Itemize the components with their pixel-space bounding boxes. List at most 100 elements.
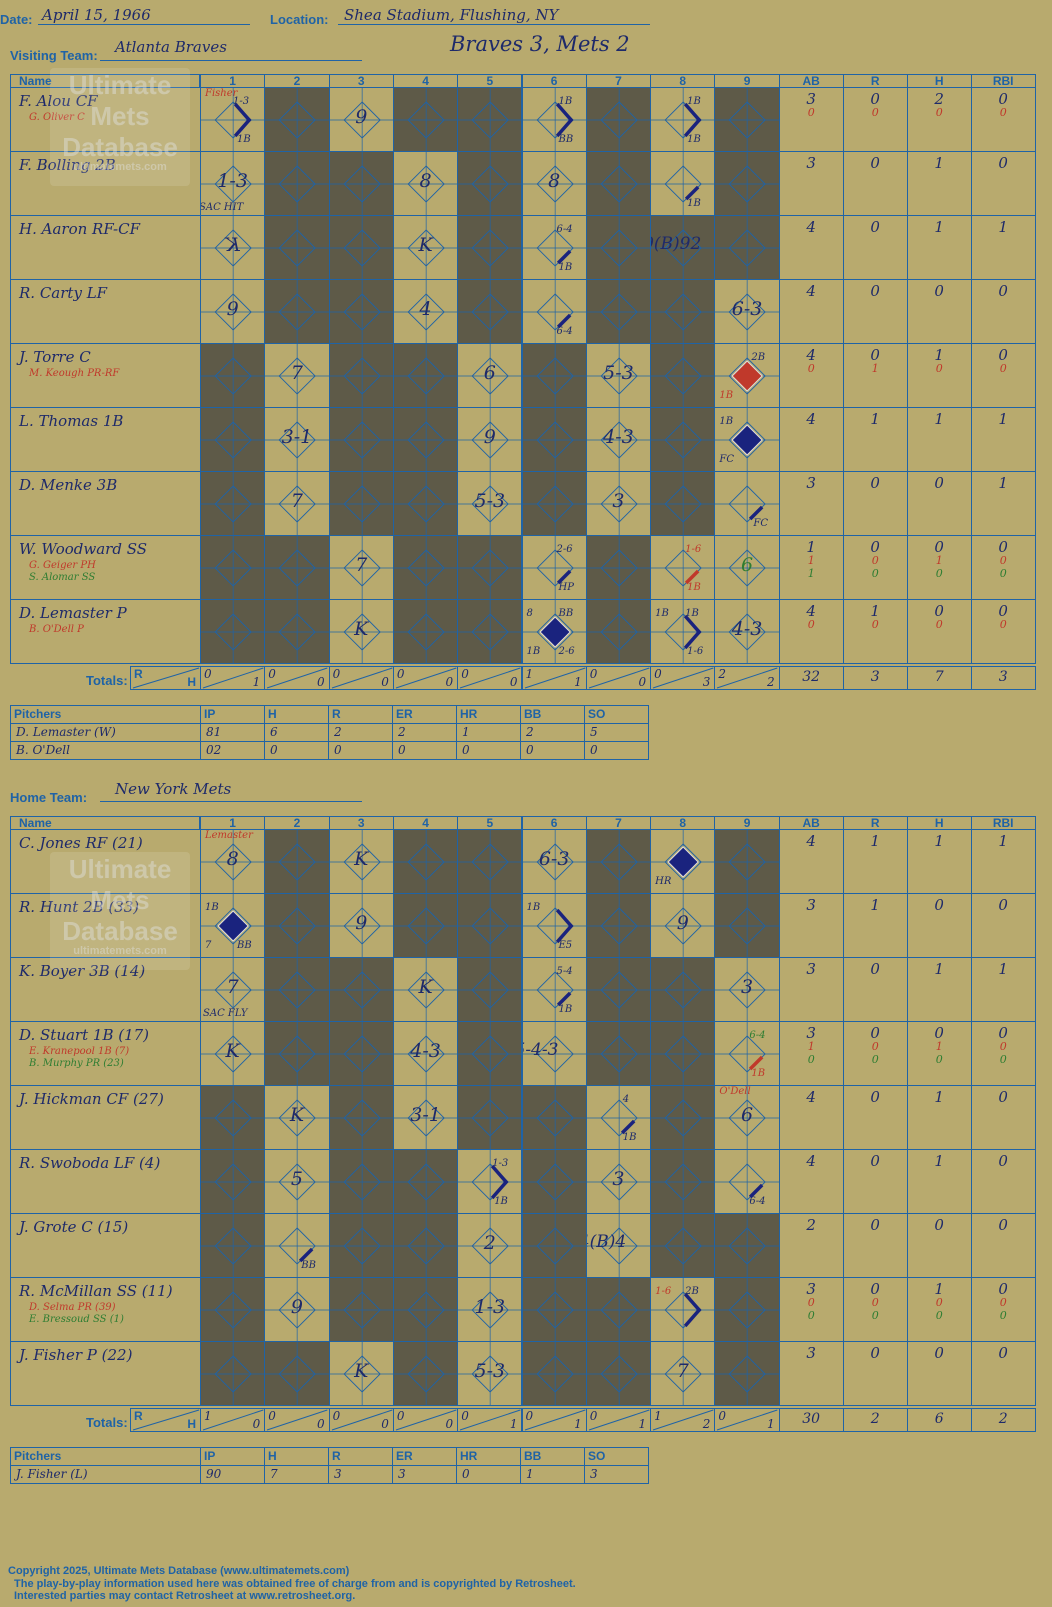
inning-cell (585, 829, 652, 894)
base-diamond-icon (393, 152, 458, 215)
pitcher-stat-header: ER (392, 1447, 457, 1466)
stat-value: 1 (998, 218, 1008, 236)
play-result: 9(B)92 (651, 234, 702, 254)
base-diamond-icon (265, 216, 329, 279)
inning-cell: 4-3 (585, 407, 652, 472)
play-result: 6 (483, 362, 496, 384)
inning-cell (200, 1149, 266, 1214)
inning-cell: 1B 7 BB (200, 893, 266, 958)
play-result: K (354, 618, 369, 640)
inning-cell: 6 (714, 535, 780, 600)
play-note: 6-4 (556, 326, 573, 337)
base-diamond-icon (586, 152, 651, 215)
play-note: FC (753, 518, 768, 529)
base-diamond-icon (586, 958, 651, 1021)
stat-value: 1 (934, 346, 944, 364)
player-name: C. Jones RF (21) (19, 834, 143, 852)
base-diamond-icon (458, 344, 522, 407)
stat-value: 0 (998, 154, 1008, 172)
base-diamond-icon (715, 536, 779, 599)
home-team-label: Home Team: (10, 790, 88, 805)
play-note: 2B (751, 352, 766, 363)
inning-cell: 1B (650, 151, 716, 216)
pitcher-stat-value: 2 (392, 723, 457, 742)
stat-cell-r: 0 (842, 1149, 908, 1214)
inning-cell (714, 87, 780, 152)
stat-cell-r: 0 (842, 471, 908, 536)
stat-cell-r: 0 (842, 1213, 908, 1278)
inning-cell (392, 535, 459, 600)
stat-value: 0 (934, 1344, 944, 1362)
base-diamond-icon (522, 1022, 586, 1085)
visiting-underline (100, 60, 362, 61)
inning-cell: 1B BB (521, 87, 587, 152)
inning-cell: 5-4-3 (521, 1021, 587, 1086)
player-cell: J. Hickman CF (27) (10, 1085, 201, 1150)
inning-cell: 6-4 1B (521, 215, 587, 280)
inning-cell (200, 599, 266, 664)
base-diamond-icon (586, 216, 651, 279)
stat-total-value: 3 (870, 669, 880, 685)
play-result: 5-4-3 (523, 1040, 559, 1060)
play-result: 3 (612, 490, 625, 512)
inning-runs: 0 (396, 1409, 405, 1423)
inning-header: 6 (521, 816, 587, 830)
inning-cell (521, 471, 587, 536)
play-note: 8 (526, 608, 533, 619)
inning-runs: 0 (332, 667, 341, 681)
base-diamond-icon (715, 830, 779, 893)
base-diamond-icon (393, 958, 458, 1021)
inning-cell (585, 215, 652, 280)
base-diamond-icon (393, 600, 458, 663)
stat-value: 0 (870, 1216, 880, 1234)
substitute-name: E. Bressoud SS (1) (29, 1314, 124, 1325)
base-diamond-icon (586, 280, 651, 343)
base-diamond-icon (265, 88, 329, 151)
play-result: 6-3 (731, 298, 763, 320)
base-diamond-icon (651, 280, 715, 343)
player-name: J. Fisher P (22) (19, 1346, 133, 1364)
inning-cell (714, 829, 780, 894)
inning-hits: 1 (767, 1417, 775, 1431)
stat-value: 1 (998, 410, 1008, 428)
base-diamond-icon (715, 1214, 779, 1277)
stat-cell-h: 1 (906, 407, 972, 472)
stat-value: 1 (934, 218, 944, 236)
player-cell: W. Woodward SS G. Geiger PH S. Alomar SS (10, 535, 201, 600)
diagonal-divider-icon (588, 1409, 650, 1431)
inning-cell: 1-3 SAC HIT (200, 151, 266, 216)
base-diamond-icon (393, 1150, 458, 1213)
stat-value: 1 (870, 602, 880, 620)
stat-value: 1 (934, 832, 944, 850)
play-note: 7 (205, 940, 212, 951)
play-result: 2 (483, 1232, 496, 1254)
base-diamond-icon (715, 408, 779, 471)
score-title: Braves 3, Mets 2 (450, 32, 630, 56)
base-diamond-icon (715, 894, 779, 957)
base-diamond-icon (201, 1086, 265, 1149)
inning-cell: 3-1 (392, 1085, 459, 1150)
substitute-name: E. Kranepool 1B (7) (29, 1046, 130, 1057)
stat-cell-h: 0 (906, 893, 972, 958)
play-result: 8 (548, 170, 561, 192)
stat-value: 0 (935, 362, 943, 375)
stat-value: 0 (934, 1216, 944, 1234)
stat-value: 0 (999, 106, 1007, 119)
stat-cell-h: 0 (906, 471, 972, 536)
inning-cell (328, 1213, 394, 1278)
inning-cell: 1B FC (714, 407, 780, 472)
play-result: 7 (290, 490, 303, 512)
watermark-line3: Database (62, 132, 178, 162)
stat-cell-r: 0 (842, 1085, 908, 1150)
stat-header: R (842, 816, 908, 830)
inning-cell (392, 599, 459, 664)
base-diamond-icon (329, 472, 393, 535)
base-diamond-icon (651, 344, 715, 407)
play-result: K (225, 1040, 240, 1062)
diagonal-divider-icon (132, 1409, 200, 1431)
